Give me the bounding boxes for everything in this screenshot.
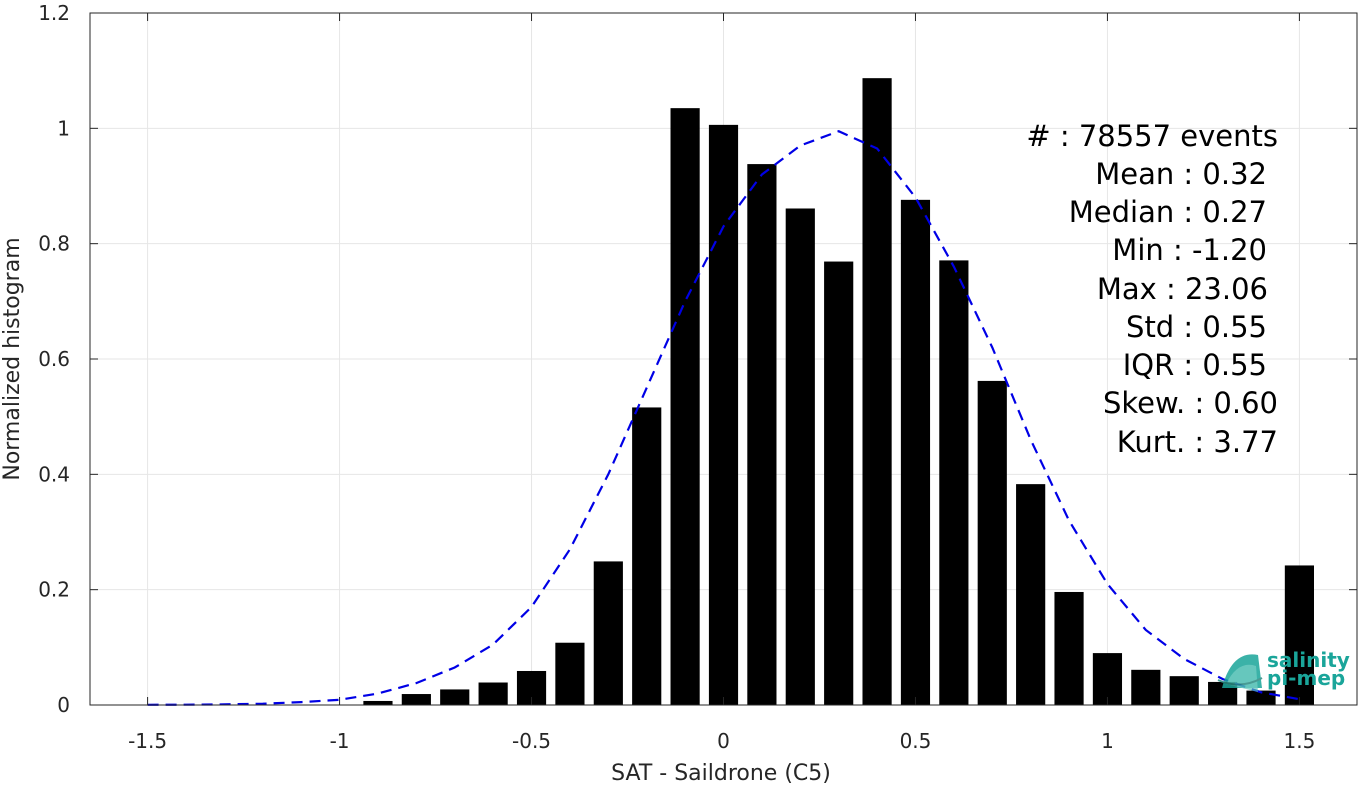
stat-min: Min : -1.20 <box>1112 233 1267 267</box>
histogram-bar <box>1169 676 1199 705</box>
histogram-bar <box>632 407 662 705</box>
histogram-bar <box>1284 565 1314 705</box>
x-tick-label: 1 <box>1101 729 1114 753</box>
stat-mean: Mean : 0.32 <box>1095 157 1267 191</box>
histogram-bar <box>1092 653 1123 705</box>
stat-kurt: Kurt. : 3.77 <box>1117 425 1278 459</box>
histogram-bar <box>1054 591 1084 705</box>
histogram-bar <box>401 694 431 705</box>
histogram-bar <box>862 78 892 705</box>
histogram-bar <box>670 108 700 705</box>
y-axis-label: Normalized histogram <box>0 237 25 480</box>
histogram-bar <box>939 260 969 705</box>
logo-line2: pi-mep <box>1267 666 1345 690</box>
x-tick-label: 1.5 <box>1284 729 1316 753</box>
stat-skew: Skew. : 0.60 <box>1103 386 1278 420</box>
y-tick-label: 1 <box>57 116 70 140</box>
histogram-bar <box>1016 484 1046 705</box>
stat-iqr: IQR : 0.55 <box>1123 348 1267 382</box>
histogram-bar <box>824 261 854 705</box>
x-tick-label: 0 <box>717 729 730 753</box>
wave-icon <box>1217 654 1263 692</box>
y-tick-label: 0 <box>57 693 70 717</box>
stat-median: Median : 0.27 <box>1069 195 1267 229</box>
salinity-pimep-logo: salinity pi-mep <box>1217 648 1350 692</box>
histogram-bar <box>440 689 470 705</box>
histogram-bar <box>977 380 1007 705</box>
x-tick-label: -1.5 <box>128 729 167 753</box>
stat-std: Std : 0.55 <box>1126 310 1267 344</box>
histogram-bar <box>747 164 777 705</box>
x-tick-label: -1 <box>330 729 350 753</box>
fit-line <box>147 130 1300 706</box>
x-axis-label: SAT - Saildrone (C5) <box>611 761 831 785</box>
logo-line1: salinity <box>1267 648 1350 672</box>
stat-count: # : 78557 events <box>1026 119 1278 153</box>
histogram-bar <box>1131 669 1161 705</box>
histogram-bar <box>478 682 508 705</box>
histogram-bar <box>593 561 623 705</box>
histogram-bar <box>363 700 393 705</box>
y-tick-label: 0.2 <box>38 578 70 602</box>
axis-ticks: -1.5 -1 -0.5 0 0.5 1 1.5 0 0.2 0.4 0.6 0.8 1 1.2 <box>38 1 1357 753</box>
y-tick-label: 0.6 <box>38 347 70 371</box>
y-tick-label: 1.2 <box>38 1 70 25</box>
x-tick-label: 0.5 <box>900 729 932 753</box>
y-tick-label: 0.4 <box>38 462 70 486</box>
gaussian-fit <box>147 130 1300 706</box>
y-tick-label: 0.8 <box>38 232 70 256</box>
histogram-bars <box>363 78 1314 706</box>
histogram-bar <box>555 642 585 705</box>
histogram-bar <box>1246 690 1276 705</box>
x-tick-label: -0.5 <box>512 729 551 753</box>
histogram-bar <box>900 199 931 705</box>
histogram-bar <box>708 124 739 705</box>
stats-box: # : 78557 events Mean : 0.32 Median : 0.… <box>1026 119 1278 459</box>
histogram-bar <box>785 208 815 706</box>
stat-max: Max : 23.06 <box>1097 272 1268 306</box>
